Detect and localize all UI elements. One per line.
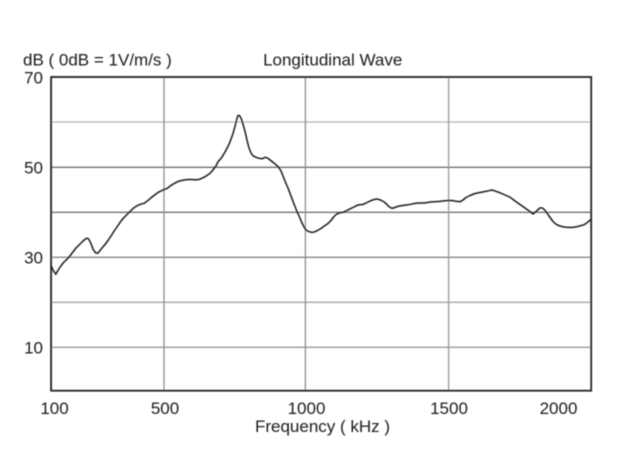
svg-text:100: 100: [40, 399, 68, 418]
svg-text:2000: 2000: [540, 399, 578, 418]
svg-text:10: 10: [24, 339, 43, 358]
svg-text:Longitudinal Wave: Longitudinal Wave: [263, 50, 402, 69]
svg-text:dB ( 0dB = 1V/m/s ): dB ( 0dB = 1V/m/s ): [23, 50, 172, 69]
svg-text:1500: 1500: [430, 399, 468, 418]
svg-text:Frequency ( kHz ): Frequency ( kHz ): [255, 417, 390, 436]
svg-text:1000: 1000: [288, 399, 326, 418]
svg-text:50: 50: [24, 159, 43, 178]
svg-text:30: 30: [24, 249, 43, 268]
svg-text:500: 500: [151, 399, 179, 418]
svg-text:70: 70: [24, 69, 43, 88]
